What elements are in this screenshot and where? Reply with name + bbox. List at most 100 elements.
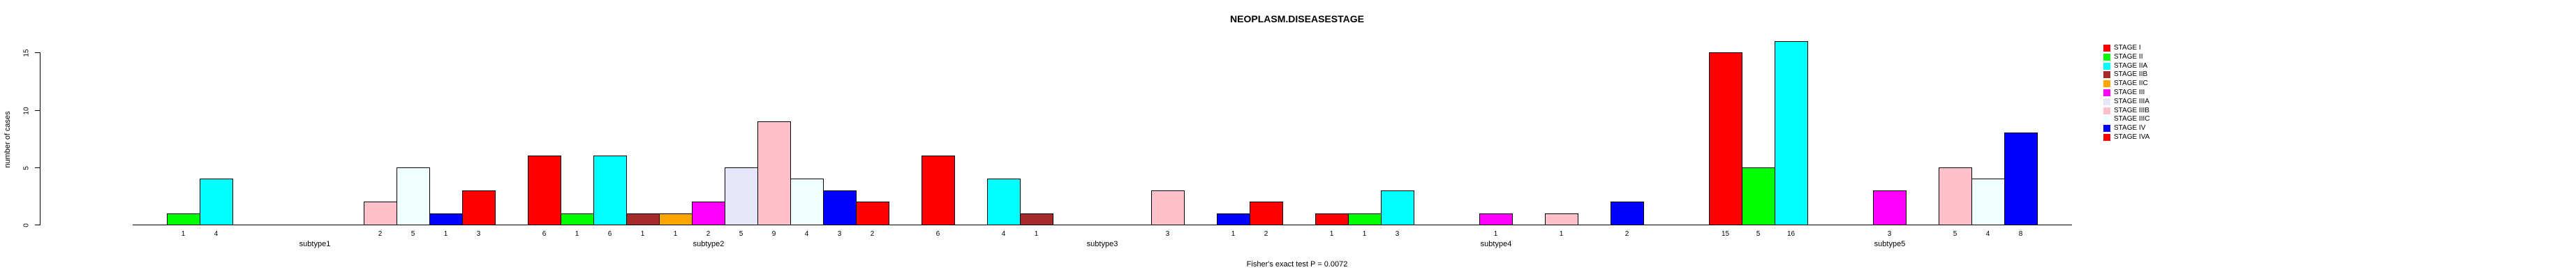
bar-value-label: 1	[1329, 230, 1334, 238]
bar-subtype3-stage-iia	[987, 179, 1021, 225]
bar-subtype3-stage-iib	[1020, 213, 1053, 225]
bar-subtype4-stage-iii	[1479, 213, 1513, 225]
bar-value-label: 1	[673, 230, 678, 238]
bar-value-label: 2	[378, 230, 383, 238]
legend-swatch-stage-iva	[2103, 134, 2110, 141]
legend-item: STAGE IIC	[2103, 80, 2166, 88]
bar-subtype1-stage-iiib	[364, 202, 397, 225]
bar-subtype5-stage-iiic	[1971, 179, 2005, 225]
bar-value-label: 6	[542, 230, 547, 238]
legend-label: STAGE IIIC	[2114, 115, 2150, 123]
bar-value-label: 3	[1395, 230, 1400, 238]
x-category-label-subtype4: subtype4	[1480, 240, 1512, 248]
bar-subtype5-stage-iia	[1775, 41, 1808, 225]
bar-value-label: 5	[739, 230, 743, 238]
legend-swatch-stage-ii	[2103, 54, 2110, 61]
x-category-label-subtype5: subtype5	[1874, 240, 1906, 248]
bar-value-label: 16	[1786, 230, 1796, 238]
y-tick-mark	[35, 110, 40, 111]
legend-swatch-stage-iii	[2103, 89, 2110, 96]
legend-item: STAGE IIIC	[2103, 115, 2166, 123]
legend-item: STAGE IIIA	[2103, 98, 2166, 106]
bar-subtype3-stage-iv	[1217, 213, 1250, 225]
bar-value-label: 1	[575, 230, 579, 238]
bar-value-label: 6	[607, 230, 612, 238]
y-tick-label: 10	[22, 106, 31, 115]
bar-value-label: 3	[1165, 230, 1170, 238]
bar-subtype3-stage-i	[921, 156, 955, 225]
bar-value-label: 9	[771, 230, 776, 238]
bar-value-label: 4	[214, 230, 219, 238]
bar-value-label: 1	[1559, 230, 1564, 238]
legend-swatch-stage-iv	[2103, 125, 2110, 132]
bar-value-label: 1	[1034, 230, 1039, 238]
bar-value-label: 2	[1264, 230, 1268, 238]
bar-subtype4-stage-ii	[1348, 213, 1382, 225]
bar-subtype2-stage-iib	[626, 213, 660, 225]
bar-value-label: 1	[1493, 230, 1498, 238]
legend-item: STAGE IIIB	[2103, 107, 2166, 115]
bar-value-label: 2	[706, 230, 711, 238]
legend-swatch-stage-iiib	[2103, 107, 2110, 114]
legend-label: STAGE IVA	[2114, 133, 2150, 141]
x-category-label-subtype1: subtype1	[299, 240, 331, 248]
y-axis-label: number of cases	[3, 111, 12, 168]
legend-label: STAGE IIB	[2114, 70, 2148, 78]
bar-subtype2-stage-iic	[659, 213, 693, 225]
legend-swatch-stage-iia	[2103, 63, 2110, 70]
bar-value-label: 2	[1624, 230, 1629, 238]
legend-swatch-stage-iib	[2103, 71, 2110, 78]
bar-subtype2-stage-ii	[561, 213, 594, 225]
bar-subtype1-stage-iiic	[397, 167, 430, 225]
bar-subtype3-stage-iva	[1250, 202, 1283, 225]
legend-item: STAGE IIA	[2103, 62, 2166, 70]
chart-annotation: Fisher's exact test P = 0.0072	[1246, 260, 1348, 269]
bar-value-label: 5	[1756, 230, 1761, 238]
bar-value-label: 3	[476, 230, 481, 238]
bar-subtype2-stage-i	[528, 156, 561, 225]
legend-label: STAGE III	[2114, 89, 2145, 96]
bar-subtype2-stage-iiic	[790, 179, 824, 225]
x-category-label-subtype2: subtype2	[693, 240, 725, 248]
legend-label: STAGE IIC	[2114, 80, 2148, 87]
legend-swatch-stage-i	[2103, 45, 2110, 52]
bar-value-label: 3	[1887, 230, 1892, 238]
bar-subtype2-stage-iiia	[725, 167, 758, 225]
bar-value-label: 6	[935, 230, 940, 238]
bar-subtype2-stage-iva	[856, 202, 889, 225]
bar-subtype5-stage-ii	[1742, 167, 1775, 225]
legend-label: STAGE IIIB	[2114, 107, 2149, 114]
bar-subtype4-stage-iiib	[1545, 213, 1578, 225]
bar-subtype5-stage-iiib	[1939, 167, 1972, 225]
bar-subtype1-stage-iva	[462, 190, 496, 225]
bar-value-label: 1	[1362, 230, 1367, 238]
bar-value-label: 8	[2018, 230, 2023, 238]
bar-value-label: 1	[181, 230, 186, 238]
bar-subtype2-stage-iv	[823, 190, 857, 225]
y-tick-label: 15	[22, 48, 31, 57]
y-tick-mark	[35, 52, 40, 53]
bar-value-label: 4	[1985, 230, 1990, 238]
legend-label: STAGE II	[2114, 53, 2143, 61]
chart-title: NEOPLASM.DISEASESTAGE	[1230, 13, 1364, 24]
bar-subtype4-stage-iv	[1611, 202, 1644, 225]
legend-label: STAGE I	[2114, 44, 2141, 52]
bar-value-label: 2	[870, 230, 875, 238]
bar-subtype1-stage-ii	[167, 213, 200, 225]
x-category-label-subtype3: subtype3	[1086, 240, 1118, 248]
bar-subtype5-stage-iii	[1873, 190, 1907, 225]
bar-subtype1-stage-iia	[200, 179, 233, 225]
legend-label: STAGE IIIA	[2114, 98, 2149, 105]
bar-subtype3-stage-iiib	[1151, 190, 1185, 225]
bar-value-label: 4	[1001, 230, 1006, 238]
legend-item: STAGE III	[2103, 89, 2166, 97]
legend-item: STAGE I	[2103, 44, 2166, 52]
bar-subtype2-stage-iiib	[757, 121, 791, 225]
legend-item: STAGE II	[2103, 53, 2166, 61]
bar-value-label: 1	[1231, 230, 1236, 238]
legend-label: STAGE IIA	[2114, 62, 2148, 70]
legend-swatch-stage-iiic	[2103, 116, 2110, 123]
bar-value-label: 4	[804, 230, 809, 238]
legend-item: STAGE IV	[2103, 124, 2166, 133]
